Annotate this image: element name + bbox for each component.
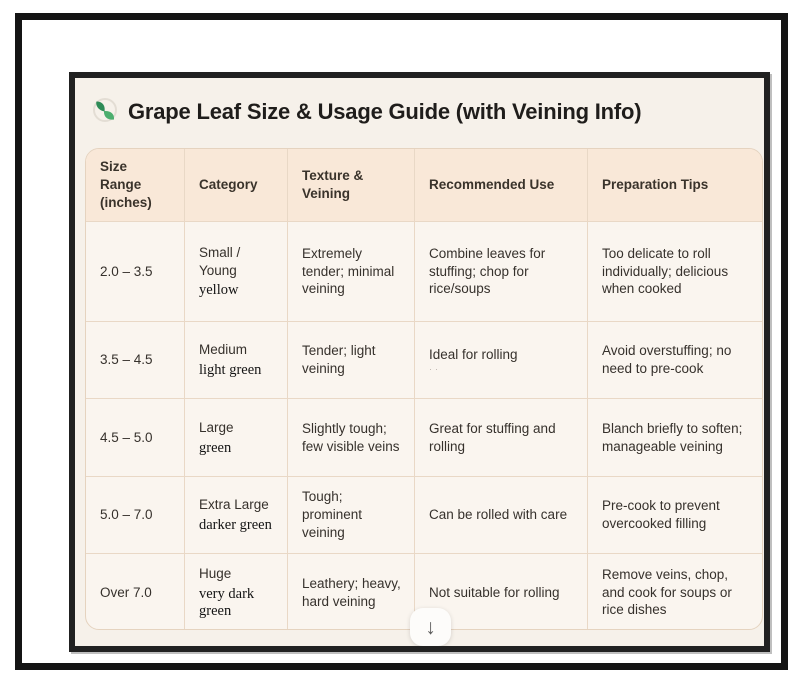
cell-texture: Tough; prominent veining (287, 477, 414, 553)
cell-tips: Avoid overstuffing; no need to pre-cook (587, 322, 762, 398)
cell-use: Can be rolled with care (414, 477, 587, 553)
column-header-size: Size Range (inches) (100, 159, 152, 210)
cell-category: Medium light green (184, 322, 287, 398)
column-header-use: Recommended Use (414, 149, 587, 221)
table-row: 5.0 – 7.0 Extra Large darker green Tough… (86, 476, 762, 553)
table-row: 4.5 – 5.0 Large green Slightly tough; fe… (86, 398, 762, 476)
column-header-texture: Texture & Veining (287, 149, 414, 221)
column-header-category: Category (184, 149, 287, 221)
cell-tips: Too delicate to roll individually; delic… (587, 222, 762, 321)
category-label: Small / Young (199, 244, 241, 278)
cell-use: Combine leaves for stuffing; chop for ri… (414, 222, 587, 321)
cell-category: Huge very dark green (184, 554, 287, 629)
cell-texture: Slightly tough; few visible veins (287, 399, 414, 476)
category-color-note: very dark green (199, 586, 255, 619)
cell-size: 5.0 – 7.0 (100, 507, 153, 523)
category-label: Extra Large (199, 497, 269, 513)
down-arrow-icon: ↓ (425, 615, 436, 639)
cell-texture: Leathery; heavy, hard veining (287, 554, 414, 629)
cell-texture: Extremely tender; minimal veining (287, 222, 414, 321)
grape-leaf-table: Size Range (inches) Category Texture & V… (85, 148, 763, 630)
cell-use: Ideal for rolling ·· (414, 322, 587, 398)
use-label: Ideal for rolling (429, 346, 518, 362)
cell-size: 3.5 – 4.5 (100, 352, 153, 368)
scroll-down-button[interactable]: ↓ (410, 608, 451, 646)
category-label: Huge (199, 566, 232, 582)
table-row: 3.5 – 4.5 Medium light green Tender; lig… (86, 321, 762, 398)
cell-tips: Pre-cook to prevent overcooked filling (587, 477, 762, 553)
cell-use: Not suitable for rolling (414, 554, 587, 629)
cell-tips: Blanch briefly to soften; manageable vei… (587, 399, 762, 476)
cell-category: Extra Large darker green (184, 477, 287, 553)
cell-tips: Remove veins, chop, and cook for soups o… (587, 554, 762, 629)
category-label: Large (199, 419, 234, 435)
cell-size: 2.0 – 3.5 (100, 263, 153, 279)
category-label: Medium (199, 342, 248, 358)
category-color-note: green (199, 439, 232, 456)
column-header-tips: Preparation Tips (587, 149, 762, 221)
cell-texture: Tender; light veining (287, 322, 414, 398)
page-content: Grape Leaf Size & Usage Guide (with Vein… (75, 78, 764, 646)
leaf-icon (93, 98, 117, 122)
cell-category: Small / Young yellow (184, 222, 287, 321)
cell-size: 4.5 – 5.0 (100, 429, 153, 445)
category-color-note: light green (199, 362, 262, 379)
category-color-note: yellow (199, 282, 239, 299)
table-row: 2.0 – 3.5 Small / Young yellow Extremely… (86, 221, 762, 321)
cell-size: Over 7.0 (100, 584, 152, 600)
table-header-row: Size Range (inches) Category Texture & V… (86, 149, 762, 221)
cell-category: Large green (184, 399, 287, 476)
table-row: Over 7.0 Huge very dark green Leathery; … (86, 553, 762, 629)
cell-use: Great for stuffing and rolling (414, 399, 587, 476)
erased-text-remnant: ·· (429, 364, 441, 375)
category-color-note: darker green (199, 517, 272, 534)
page-title: Grape Leaf Size & Usage Guide (with Vein… (128, 99, 642, 124)
title-row: Grape Leaf Size & Usage Guide (with Vein… (75, 78, 764, 126)
outer-border-frame: Grape Leaf Size & Usage Guide (with Vein… (15, 13, 788, 670)
inner-border-frame: Grape Leaf Size & Usage Guide (with Vein… (69, 72, 770, 652)
